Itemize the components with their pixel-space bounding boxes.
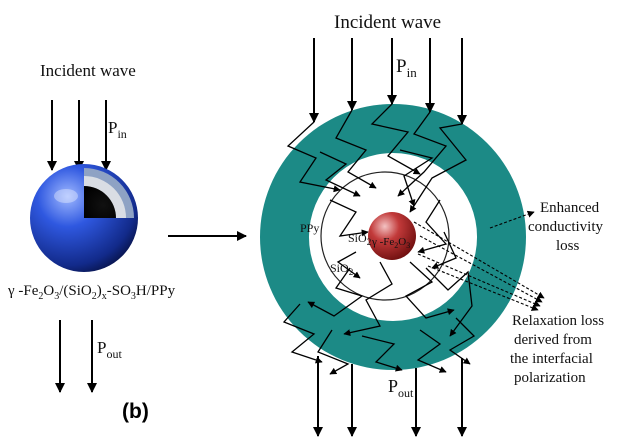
right-schematic: Incident wave Pin (260, 12, 608, 436)
annotation-relaxation-loss: Relaxation loss derived from the interfa… (510, 313, 608, 386)
panel-label: (b) (122, 400, 149, 423)
ppy-label: PPy (300, 221, 319, 235)
sio2-outer-label: SiO2 (330, 261, 353, 277)
right-p-in-label: Pin (396, 56, 417, 80)
right-p-out-label: Pout (388, 376, 414, 400)
right-incident-wave-label: Incident wave (334, 12, 441, 33)
left-incident-wave-label: Incident wave (40, 61, 136, 80)
core-label: γ -Fe2O3 (371, 236, 410, 250)
left-p-in-label: Pin (108, 118, 127, 141)
left-p-out-label: Pout (97, 338, 122, 361)
core-shell-sphere (30, 164, 138, 272)
sio2-inner-label: SiO2 (348, 231, 371, 247)
annotation-conductivity-loss: Enhanced conductivity loss (528, 200, 607, 254)
left-formula-label: γ -Fe2O3/(SiO2)x-SO3H/PPy (7, 283, 176, 302)
left-schematic: Incident wave Pin γ -Fe2O3/(SiO2)x-SO3H/… (7, 61, 176, 423)
